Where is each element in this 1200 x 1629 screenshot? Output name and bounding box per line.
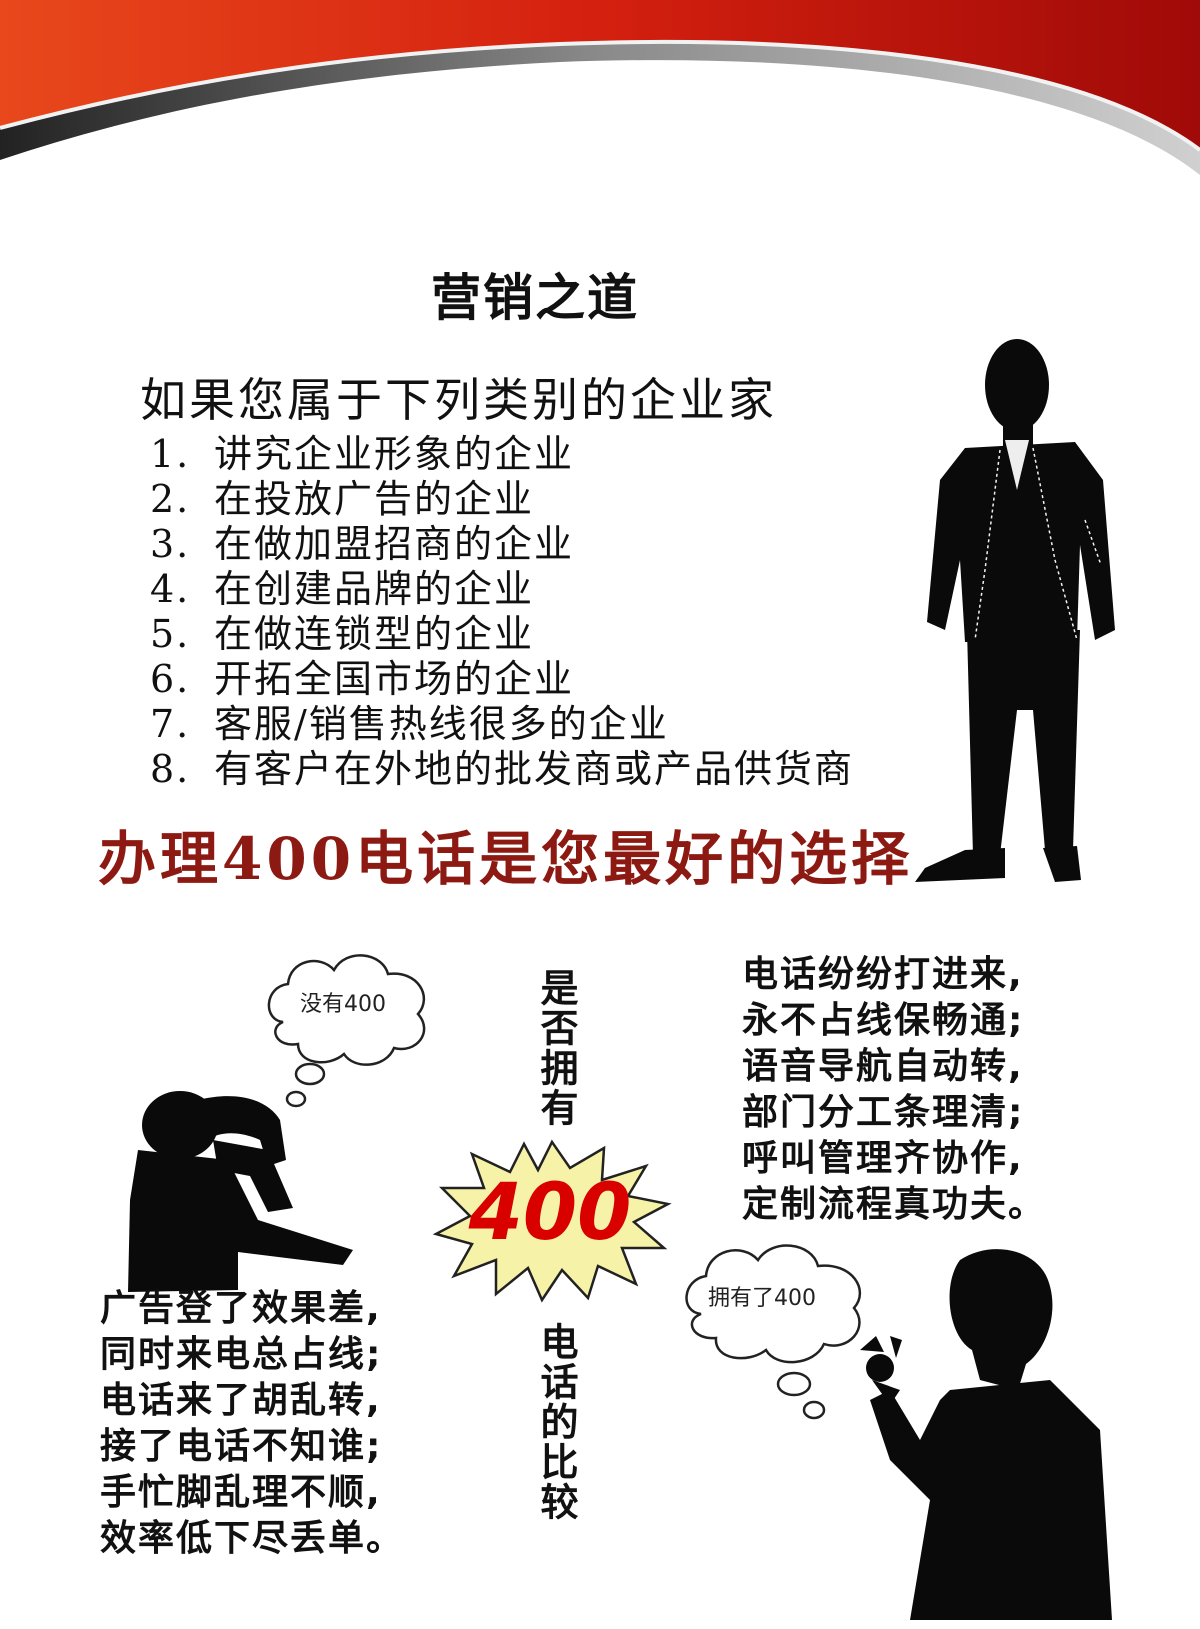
list-item: 8. 有客户在外地的批发商或产品供货商 bbox=[150, 747, 855, 791]
verse-line: 呼叫管理齐协作, bbox=[742, 1138, 1024, 1179]
frustrated-person-silhouette-icon bbox=[128, 1091, 353, 1292]
verse-line: 广告登了效果差, bbox=[100, 1288, 382, 1329]
vertical-heading-bottom: 电话的比较 bbox=[534, 1322, 578, 1522]
verse-line: 定制流程真功夫。 bbox=[742, 1184, 1047, 1225]
list-item: 7. 客服/销售热线很多的企业 bbox=[150, 702, 669, 746]
verse-line: 电话纷纷打进来, bbox=[742, 954, 1024, 995]
list-item: 5. 在做连锁型的企业 bbox=[150, 612, 535, 656]
verse-line: 永不占线保畅通; bbox=[742, 1000, 1025, 1041]
list-item: 6. 开拓全国市场的企业 bbox=[150, 657, 575, 701]
enterprise-type-list: 1. 讲究企业形象的企业 2. 在投放广告的企业 3. 在做加盟招商的企业 4. 在创建… bbox=[150, 432, 854, 792]
without-400-verse: 广告登了效果差, 同时来电总占线; 电话来了胡乱转, 接了电话不知谁; 手忙脚乱… bbox=[100, 1286, 404, 1562]
confident-person-silhouette-icon bbox=[860, 1249, 1112, 1620]
cloud-text-right: 拥有了400 bbox=[708, 1286, 816, 1311]
list-item: 4. 在创建品牌的企业 bbox=[150, 567, 535, 611]
verse-line: 接了电话不知谁; bbox=[100, 1426, 383, 1467]
list-item: 2. 在投放广告的企业 bbox=[150, 477, 535, 521]
intro-heading: 如果您属于下列类别的企业家 bbox=[140, 373, 777, 427]
vertical-heading-top: 是否拥有 bbox=[534, 968, 578, 1128]
verse-line: 语音导航自动转, bbox=[742, 1046, 1024, 1087]
list-item: 3. 在做加盟招商的企业 bbox=[150, 522, 575, 566]
verse-line: 部门分工条理清; bbox=[742, 1092, 1025, 1133]
verse-line: 电话来了胡乱转, bbox=[100, 1380, 382, 1421]
list-item: 1. 讲究企业形象的企业 bbox=[150, 432, 575, 476]
verse-line: 同时来电总占线; bbox=[100, 1334, 383, 1375]
starburst-badge-icon bbox=[432, 1139, 672, 1303]
cloud-text-left: 没有400 bbox=[300, 992, 386, 1017]
thought-cloud-left-icon bbox=[267, 954, 426, 1108]
businessman-silhouette-icon bbox=[915, 339, 1115, 882]
slogan: 办理400电话是您最好的选择 bbox=[98, 825, 914, 893]
top-banner bbox=[0, 0, 1200, 175]
page-title: 营销之道 bbox=[431, 269, 639, 327]
verse-line: 手忙脚乱理不顺, bbox=[100, 1472, 382, 1513]
badge-400-text: 400 bbox=[468, 1168, 632, 1258]
with-400-verse: 电话纷纷打进来, 永不占线保畅通; 语音导航自动转, 部门分工条理清; 呼叫管理… bbox=[742, 952, 1046, 1228]
verse-line: 效率低下尽丢单。 bbox=[100, 1518, 405, 1559]
thought-cloud-right-icon bbox=[685, 1244, 861, 1420]
